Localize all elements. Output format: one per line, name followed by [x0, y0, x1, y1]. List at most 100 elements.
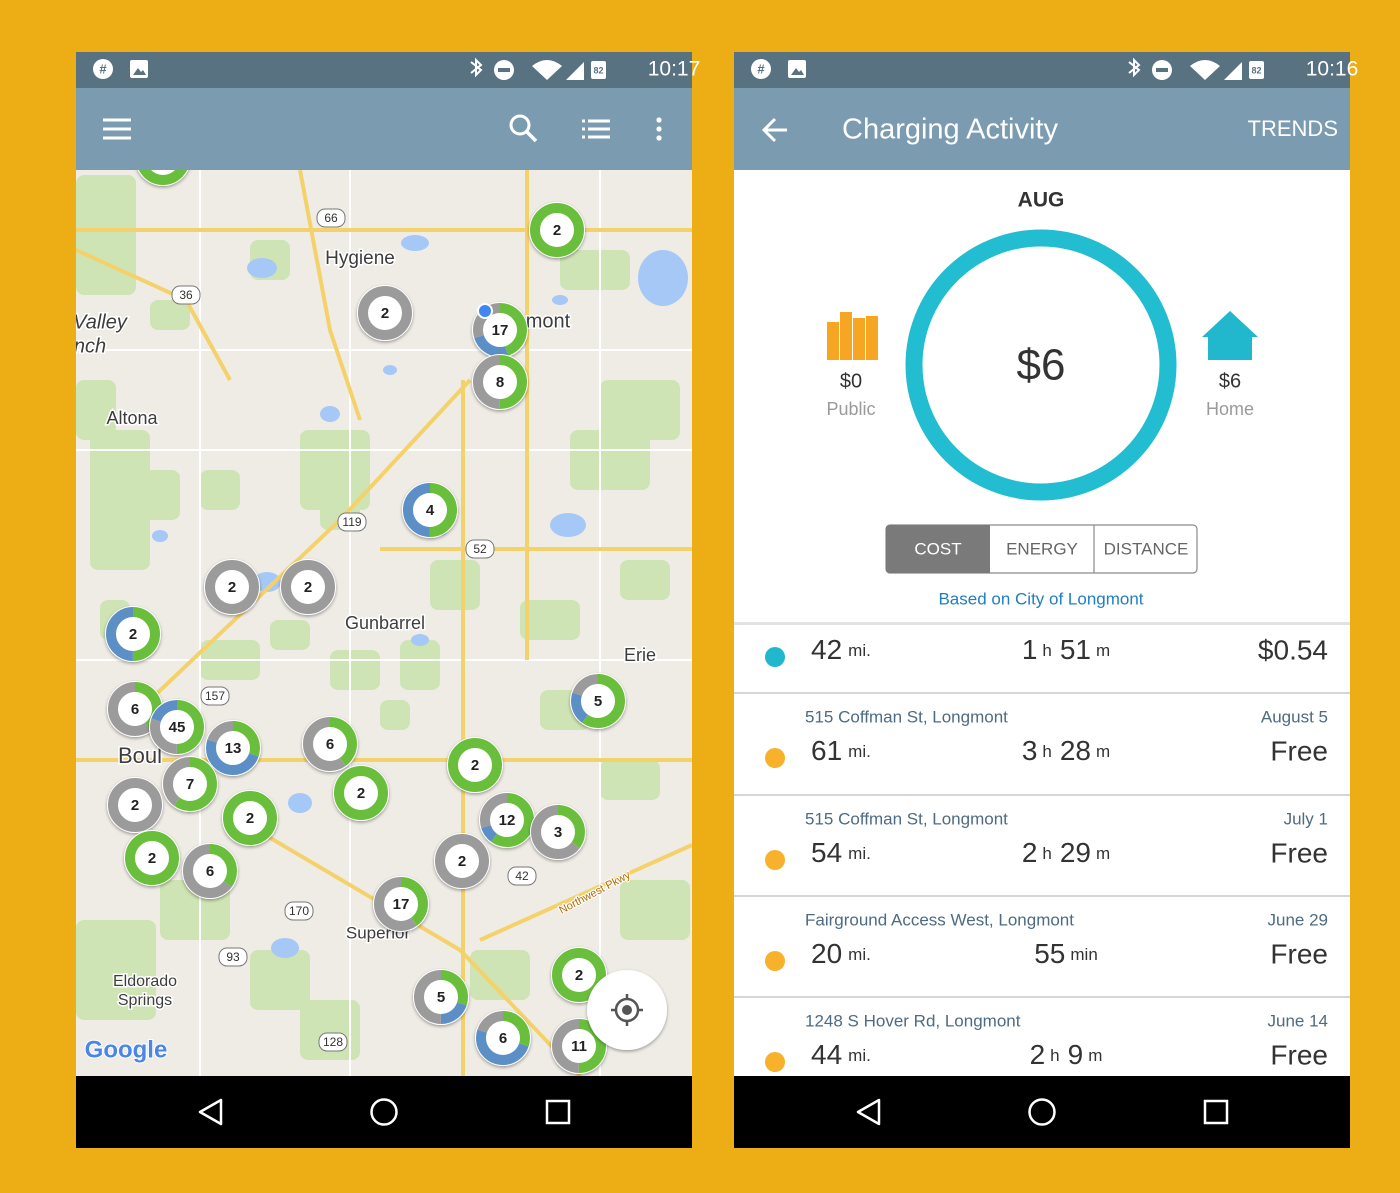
distance-unit: mi. [848, 945, 871, 964]
duration-unit: h [1042, 641, 1051, 660]
cluster[interactable]: 2 [204, 559, 260, 615]
home-button[interactable] [1028, 1098, 1056, 1126]
cluster[interactable]: 5 [413, 969, 469, 1025]
cluster[interactable]: 6 [182, 843, 238, 899]
cluster[interactable]: 2 [447, 737, 503, 793]
back-button[interactable] [198, 1098, 223, 1126]
session-address: Fairground Access West, Longmont [805, 910, 1074, 929]
cluster[interactable]: 2 [357, 285, 413, 341]
back-button[interactable] [856, 1098, 881, 1126]
session-row[interactable]: 515 Coffman St, Longmont August 5 61 mi. 3 h 2… [734, 692, 1350, 768]
distance-unit: mi. [848, 844, 871, 863]
menu-button[interactable] [103, 118, 131, 140]
more-button[interactable] [656, 117, 662, 123]
list-button[interactable] [582, 119, 610, 139]
tab-hit[interactable] [1094, 525, 1197, 573]
tab-hit[interactable] [886, 525, 990, 573]
place-label: Eldorado [113, 973, 177, 990]
search-button[interactable] [509, 114, 531, 136]
park-area [400, 640, 440, 690]
tab-hit[interactable] [990, 525, 1094, 573]
route-shield [218, 947, 248, 967]
route-shield [465, 539, 495, 559]
cluster[interactable]: 3 [530, 804, 586, 860]
cluster-ring [403, 483, 457, 537]
more-button[interactable] [656, 126, 662, 132]
park-area [90, 430, 150, 570]
trends-button: TRENDS [1248, 116, 1338, 141]
park-area [430, 560, 480, 610]
back-arrow[interactable] [761, 117, 787, 143]
more-button[interactable] [656, 135, 662, 141]
home-button[interactable] [370, 1098, 398, 1126]
cluster[interactable]: 7 [162, 756, 218, 812]
home-label: Home [1206, 399, 1254, 419]
cluster[interactable]: 2 [124, 830, 180, 886]
cluster[interactable]: 5 [570, 673, 626, 729]
cluster[interactable]: 2 [529, 202, 585, 258]
cluster[interactable]: 6 [475, 1010, 531, 1066]
session-row[interactable]: 42 mi. 1 h 51 m $0.54 [765, 634, 1328, 667]
search-handle [525, 130, 538, 143]
locate-icon [611, 994, 643, 1026]
cluster[interactable]: 4 [402, 482, 458, 538]
duration-value: 55 [1034, 938, 1065, 969]
cluster[interactable]: 6 [302, 716, 358, 772]
cluster[interactable]: 11 [551, 1018, 607, 1074]
wifi-icon [1190, 60, 1220, 80]
home-amount: $6 [1219, 370, 1241, 392]
cluster-ring [531, 805, 585, 859]
cluster[interactable]: 6 [107, 681, 163, 737]
session-distance: 42 mi. [811, 634, 871, 665]
cluster[interactable]: 45 [149, 699, 205, 755]
duration-value: 2 [1030, 1039, 1046, 1070]
cluster-ring [473, 355, 527, 409]
session-distance: 44 mi. [811, 1039, 871, 1070]
session-date: August 5 [1261, 707, 1328, 726]
cluster-ring [473, 303, 527, 357]
lake [401, 235, 429, 251]
cluster[interactable]: 2 [333, 765, 389, 821]
battery-level: 82 [1251, 65, 1261, 75]
cluster[interactable]: 2 [105, 606, 161, 662]
park-area [250, 950, 310, 1010]
cluster[interactable] [135, 130, 191, 186]
cluster-ring [303, 717, 357, 771]
cluster[interactable]: 17 [373, 876, 429, 932]
major-road [298, 170, 362, 421]
route-shield [171, 285, 201, 305]
cluster-count: 2 [246, 810, 254, 827]
route-shield [318, 1032, 348, 1052]
cluster[interactable]: 8 [472, 354, 528, 410]
session-cost: $0.54 [1258, 634, 1328, 665]
cluster[interactable]: 2 [222, 790, 278, 846]
cluster-ring [205, 560, 259, 614]
session-row[interactable]: 1248 S Hover Rd, Longmont June 14 44 mi. 2 h 9… [734, 996, 1350, 1072]
cluster-center [117, 618, 149, 650]
cluster-center [174, 768, 206, 800]
cluster-count: 5 [594, 693, 602, 710]
cluster-count: 2 [304, 579, 312, 596]
distance-unit: mi. [848, 641, 871, 660]
cluster[interactable]: 12 [479, 792, 535, 848]
session-address: 515 Coffman St, Longmont [805, 707, 1008, 726]
session-row[interactable]: 515 Coffman St, Longmont July 1 54 mi. 2 h 29 m… [734, 794, 1350, 870]
lake [383, 365, 397, 375]
recents-button[interactable] [1203, 1099, 1229, 1125]
session-distance: 61 mi. [811, 735, 871, 766]
wifi-icon [532, 60, 562, 80]
cluster-ring [476, 1011, 530, 1065]
tab-selected [886, 525, 990, 573]
lake [152, 530, 168, 542]
cluster[interactable]: 2 [107, 777, 163, 833]
session-row[interactable]: Fairground Access West, Longmont June 29 2… [734, 895, 1350, 971]
cluster[interactable]: 13 [205, 720, 261, 776]
route-number: 128 [323, 1035, 343, 1049]
recents-button[interactable] [545, 1099, 571, 1125]
cluster-count: 6 [499, 1030, 507, 1047]
cluster[interactable]: 2 [280, 559, 336, 615]
cluster-center [542, 816, 574, 848]
cluster[interactable]: 2 [434, 833, 490, 889]
duration-value: 1 [1022, 634, 1038, 665]
